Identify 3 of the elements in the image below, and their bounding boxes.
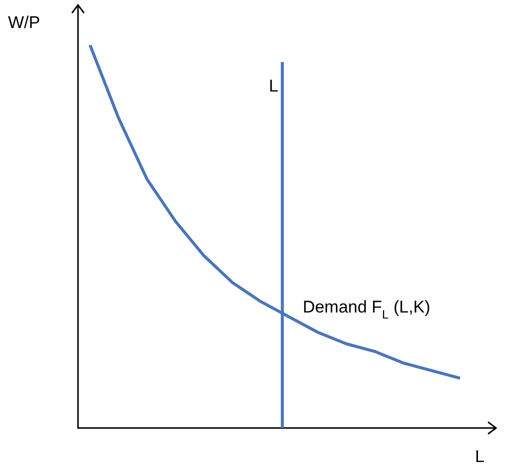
annotation: L	[268, 76, 278, 96]
x-axis-title: L	[475, 447, 484, 466]
y-axis-title: W/P	[8, 13, 40, 32]
